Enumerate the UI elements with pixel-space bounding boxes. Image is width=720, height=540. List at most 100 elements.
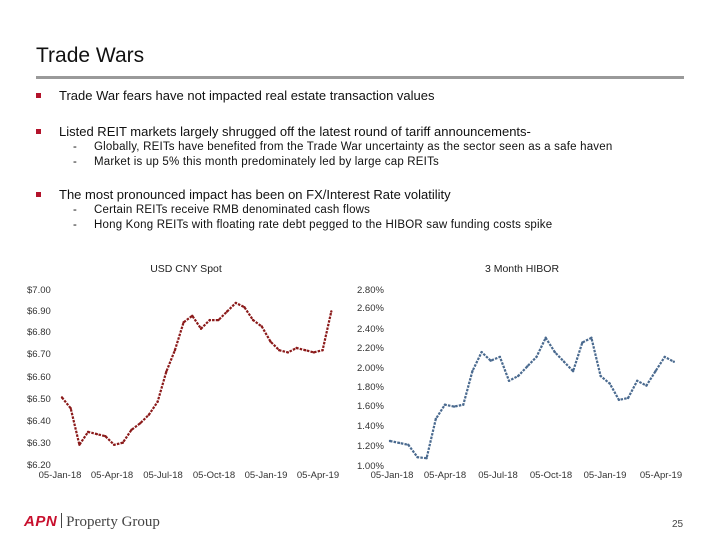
hibor-data-point — [663, 355, 666, 359]
hibor-y-tick-label: 1.00% — [357, 461, 384, 472]
hibor-series-line — [389, 336, 675, 460]
page-title: Trade Wars — [36, 44, 145, 67]
usd-cny-x-tick-label: 05-Jul-18 — [143, 470, 183, 481]
hibor-data-point — [462, 403, 465, 406]
sub-bullet-text: Certain REITs receive RMB denominated ca… — [94, 204, 371, 216]
hibor-data-point — [489, 359, 492, 362]
hibor-x-tick-label: 05-Jul-18 — [478, 470, 518, 481]
usd-cny-data-point — [330, 310, 333, 313]
hibor-data-point — [645, 384, 648, 387]
usd-cny-data-point — [147, 413, 151, 416]
hibor-data-point — [562, 360, 566, 363]
usd-cny-y-tick-label: $6.40 — [27, 416, 51, 427]
hibor-data-point — [517, 374, 520, 378]
hibor-y-tick-label: 1.80% — [357, 382, 384, 393]
usd-cny-y-tick-label: $6.70 — [27, 349, 51, 360]
usd-cny-series-line — [61, 301, 333, 446]
sub-bullet-dash: - — [73, 141, 78, 153]
usd-cny-data-point — [217, 318, 220, 322]
usd-cny-y-tick-label: $6.90 — [27, 306, 51, 317]
usd-cny-y-tick-label: $6.50 — [27, 394, 51, 405]
usd-cny-data-point — [225, 310, 229, 313]
bullet-marker — [36, 129, 41, 134]
sub-bullet-text: Globally, REITs have benefited from the … — [94, 141, 613, 153]
hibor-data-point — [608, 382, 611, 385]
bullet-marker — [36, 93, 41, 98]
usd-cny-x-tick-label: 05-Oct-18 — [193, 470, 235, 481]
hibor-x-tick-label: 05-Jan-19 — [584, 470, 627, 481]
hibor-y-tick-label: 2.20% — [357, 343, 384, 354]
bullet-text: Trade War fears have not impacted real e… — [59, 88, 435, 103]
logo-brand: APN — [24, 513, 58, 530]
usd-cny-data-point — [130, 428, 133, 431]
hibor-data-point — [590, 336, 593, 339]
usd-cny-data-point — [199, 327, 203, 330]
usd-cny-data-point — [173, 349, 177, 352]
usd-cny-y-tick-label: $6.30 — [27, 438, 51, 449]
usd-cny-y-tick-label: $6.20 — [27, 460, 51, 471]
hibor-chart-title: 3 Month HIBOR — [485, 263, 560, 275]
usd-cny-y-tick-label: $6.60 — [27, 372, 51, 383]
usd-cny-y-tick-label: $6.80 — [27, 327, 51, 338]
usd-cny-data-point — [260, 325, 263, 328]
usd-cny-data-point — [251, 318, 255, 322]
page-number: 25 — [672, 519, 684, 530]
hibor-data-point — [626, 396, 630, 400]
usd-cny-data-point — [69, 407, 72, 410]
usd-cny-x-tick-label: 05-Apr-18 — [91, 470, 133, 481]
hibor-data-point — [571, 370, 575, 373]
bullet-marker — [36, 192, 41, 197]
usd-cny-data-point — [60, 396, 64, 399]
hibor-data-point — [526, 365, 529, 368]
usd-cny-data-point — [104, 435, 107, 438]
hibor-data-point — [434, 417, 437, 421]
hibor-y-tick-label: 1.40% — [357, 421, 384, 432]
sub-bullet-text: Hong Kong REITs with floating rate debt … — [94, 219, 553, 231]
usd-cny-data-point — [182, 321, 185, 324]
hibor-data-point — [581, 341, 584, 344]
logo-name: Property Group — [66, 514, 160, 530]
usd-cny-data-point — [78, 443, 81, 446]
hibor-data-point — [654, 370, 657, 373]
usd-cny-data-point — [243, 306, 246, 309]
hibor-data-point — [617, 398, 621, 402]
usd-cny-chart-title: USD CNY Spot — [150, 263, 222, 275]
usd-cny-data-point — [156, 400, 159, 403]
hibor-data-point — [407, 443, 410, 446]
title-divider — [36, 76, 684, 79]
hibor-data-point — [416, 456, 419, 459]
hibor-data-point — [425, 457, 428, 460]
hibor-y-tick-label: 2.00% — [357, 363, 384, 374]
usd-cny-x-tick-label: 05-Jan-18 — [39, 470, 82, 481]
hibor-y-tick-label: 2.80% — [357, 285, 384, 296]
usd-cny-data-point — [112, 443, 116, 446]
hibor-x-tick-label: 05-Oct-18 — [530, 470, 572, 481]
usd-cny-data-point — [191, 314, 194, 317]
usd-cny-y-tick-label: $7.00 — [27, 285, 51, 296]
sub-bullet-dash: - — [73, 219, 78, 231]
hibor-data-point — [388, 439, 392, 443]
hibor-data-point — [443, 403, 447, 406]
sub-bullet-dash: - — [73, 204, 78, 216]
usd-cny-data-point — [86, 430, 90, 434]
usd-cny-data-point — [304, 349, 307, 352]
hibor-y-tick-label: 1.60% — [357, 401, 384, 412]
hibor-data-point — [498, 355, 502, 359]
company-logo: APN Property Group — [24, 513, 160, 531]
bullet-text: Listed REIT markets largely shrugged off… — [59, 124, 531, 139]
sub-bullet-dash: - — [73, 156, 78, 168]
hibor-data-point — [535, 355, 538, 359]
hibor-data-point — [452, 405, 456, 408]
hibor-y-tick-label: 2.60% — [357, 303, 384, 314]
usd-cny-x-tick-label: 05-Jan-19 — [245, 470, 288, 481]
usd-cny-data-point — [286, 351, 290, 354]
hibor-data-point — [480, 350, 483, 354]
logo-divider — [61, 513, 63, 528]
hibor-y-tick-label: 1.20% — [357, 441, 384, 452]
usd-cny-data-point — [95, 432, 99, 436]
usd-cny-data-point — [165, 370, 168, 373]
hibor-x-tick-label: 05-Jan-18 — [371, 470, 414, 481]
hibor-data-point — [636, 379, 639, 382]
usd-cny-data-point — [312, 351, 316, 354]
